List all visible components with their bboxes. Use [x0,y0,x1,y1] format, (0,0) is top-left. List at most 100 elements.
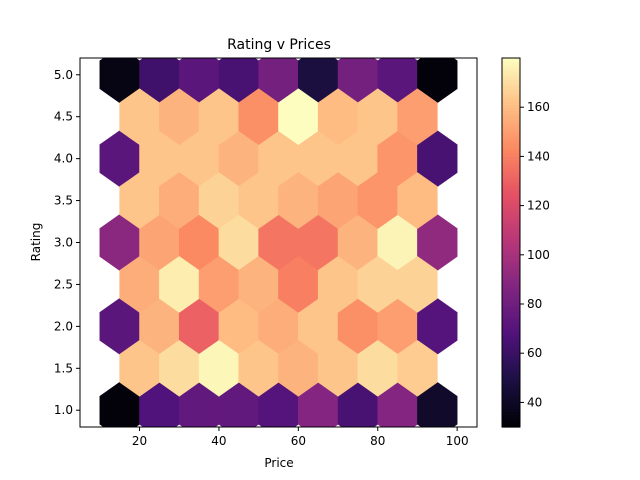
colorbar-segment [502,58,520,62]
colorbar-segment [502,147,520,151]
colorbar-segment [502,162,520,167]
colorbar-segment [502,411,520,416]
colorbar-segment [502,399,520,403]
y-tick-label: 5.0 [54,68,73,82]
colorbar-segment [502,67,520,71]
colorbar-segment [502,359,520,364]
colorbar-segment [502,205,520,210]
colorbar-segment [502,131,520,136]
colorbar-segment [502,125,520,130]
y-tick-label: 3.0 [54,236,73,250]
colorbar-segment [502,267,520,271]
colorbar-segment [502,156,520,161]
colorbar-segment [502,181,520,185]
colorbar-segment [502,196,520,201]
colorbar-segment [502,171,520,176]
colorbar-segment [502,233,520,237]
x-axis-label: Price [264,456,293,470]
colorbar-tick-label: 120 [527,199,550,213]
colorbar-segment [502,264,520,268]
colorbar-segment [502,128,520,133]
colorbar-segment [502,94,520,99]
colorbar-segment [502,230,520,234]
colorbar-segment [502,319,520,324]
colorbar-segment [502,368,520,373]
colorbar-segment [502,285,520,290]
colorbar-segment [502,260,520,265]
colorbar-segment [502,254,520,259]
colorbar-segment [502,405,520,410]
colorbar-segment [502,144,520,148]
colorbar-segment [502,343,520,348]
colorbar-segment [502,297,520,302]
colorbar-segment [502,353,520,357]
colorbar-segment [502,313,520,317]
colorbar-segment [502,377,520,382]
colorbar-segment [502,116,520,121]
colorbar-segment [502,300,520,305]
colorbar-segment [502,328,520,333]
colorbar-segment [502,137,520,142]
colorbar-segment [502,174,520,179]
colorbar-segment [502,251,520,256]
colorbar-segment [502,220,520,225]
colorbar-segment [502,82,520,87]
colorbar-segment [502,374,520,379]
hex-cell [397,339,438,397]
colorbar-segment [502,350,520,354]
colorbar-segment [502,420,520,425]
colorbar-segment [502,340,520,345]
colorbar-segment [502,224,520,228]
x-tick-label: 40 [211,434,226,448]
colorbar-segment [502,227,520,231]
colorbar-segment [502,122,520,127]
colorbar-segment [502,85,520,90]
colorbar-segment [502,239,520,244]
colorbar-segment [502,347,520,351]
chart-title: Rating v Prices [227,37,331,53]
colorbar-segment [502,310,520,314]
colorbar-segment [502,88,520,93]
colorbar-tick-label: 80 [527,297,542,311]
colorbar-segment [502,214,520,219]
x-tick-label: 60 [291,434,306,448]
hexbin-cells [99,58,458,427]
y-tick-label: 4.0 [54,152,73,166]
colorbar-tick-label: 40 [527,395,542,409]
colorbar-segment [502,365,520,370]
colorbar-segment [502,387,520,391]
colorbar-segment [502,371,520,376]
hex-cell [397,88,438,146]
colorbar-segment [502,91,520,96]
colorbar-segment [502,356,520,360]
y-tick-label: 2.0 [54,319,73,333]
colorbar-segment [502,362,520,367]
colorbar-segment [502,113,520,118]
y-tick-label: 1.0 [54,403,73,417]
colorbar-segment [502,331,520,336]
colorbar-segment [502,76,520,81]
colorbar-tick-label: 160 [527,100,550,114]
colorbar-segment [502,408,520,413]
colorbar-segment [502,134,520,139]
colorbar-segment [502,202,520,207]
colorbar-segment [502,217,520,222]
colorbar-segment [502,316,520,320]
colorbar-segment [502,208,520,213]
colorbar-tick-label: 140 [527,149,550,163]
colorbar-segment [502,110,520,114]
y-tick-label: 2.5 [54,277,73,291]
colorbar-segment [502,414,520,419]
colorbar-segment [502,257,520,262]
colorbar-segment [502,291,520,296]
hex-cell [397,256,438,313]
colorbar-segment [502,288,520,293]
colorbar-segment [502,245,520,250]
colorbar-segment [502,61,520,65]
colorbar-frame [501,57,521,428]
colorbar-segment [502,325,520,330]
colorbar-segment [502,107,520,111]
colorbar-segment [502,417,520,422]
y-axis-ticks: 1.0 1.5 2.0 2.5 3.0 3.5 4.0 4.5 5.0 [54,68,80,417]
